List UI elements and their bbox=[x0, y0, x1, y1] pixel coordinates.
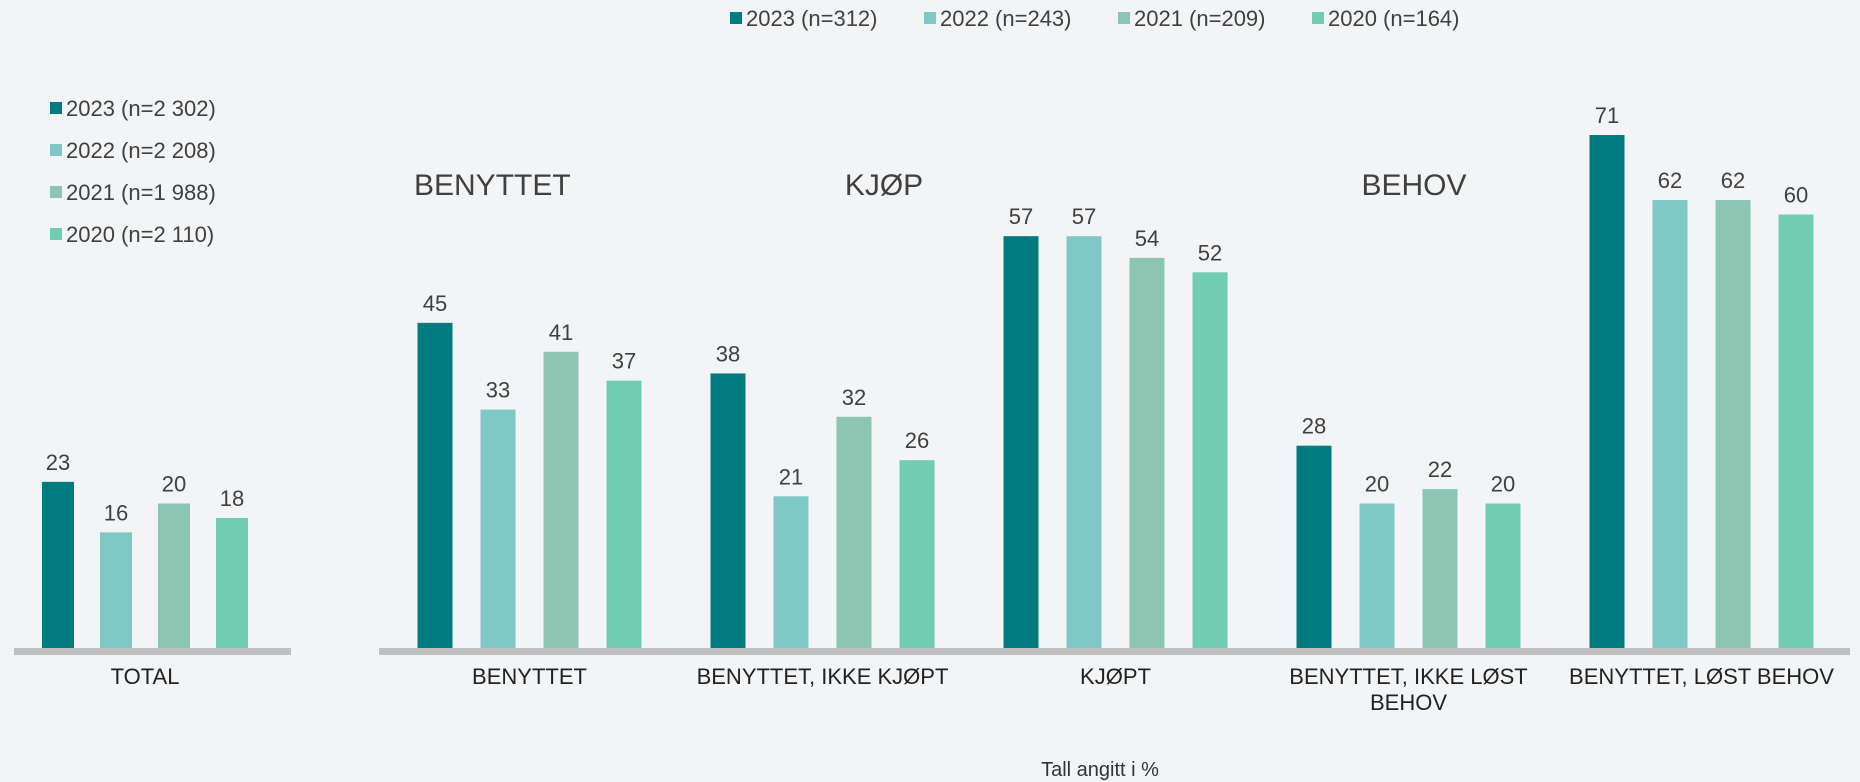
data-label: 41 bbox=[549, 320, 573, 345]
legend-label: 2020 (n=2 110) bbox=[66, 222, 214, 247]
baseline bbox=[379, 648, 1850, 655]
bar bbox=[710, 373, 746, 648]
x-tick-label: TOTAL bbox=[110, 664, 180, 689]
bar bbox=[1129, 257, 1165, 648]
x-tick-label: BENYTTET, IKKE KJØPT bbox=[696, 664, 949, 689]
data-label: 57 bbox=[1009, 204, 1033, 229]
section-label: BEHOV bbox=[1361, 169, 1466, 202]
bar bbox=[42, 481, 74, 648]
bar bbox=[543, 351, 579, 648]
data-label: 22 bbox=[1428, 457, 1452, 482]
bar bbox=[216, 517, 248, 648]
legend-swatch bbox=[1118, 12, 1130, 24]
legend-label: 2023 (n=312) bbox=[746, 6, 878, 31]
bar bbox=[899, 460, 935, 648]
data-label: 57 bbox=[1072, 204, 1096, 229]
section-label: KJØP bbox=[845, 169, 923, 202]
x-tick-label: KJØPT bbox=[1080, 664, 1151, 689]
bar bbox=[417, 322, 453, 648]
data-label: 62 bbox=[1658, 168, 1682, 193]
bar bbox=[1296, 445, 1332, 648]
data-label: 32 bbox=[842, 385, 866, 410]
data-label: 26 bbox=[905, 428, 929, 453]
bar bbox=[1422, 489, 1458, 648]
section-label: BENYTTET bbox=[414, 169, 571, 202]
data-label: 20 bbox=[162, 472, 186, 497]
data-label: 16 bbox=[104, 500, 128, 525]
legend-swatch bbox=[924, 12, 936, 24]
bar bbox=[1652, 200, 1688, 649]
bar bbox=[1715, 200, 1751, 649]
data-label: 62 bbox=[1721, 168, 1745, 193]
data-label: 20 bbox=[1491, 472, 1515, 497]
data-label: 52 bbox=[1198, 240, 1222, 265]
data-label: 20 bbox=[1365, 472, 1389, 497]
legend-label: 2021 (n=1 988) bbox=[66, 180, 216, 205]
legend-label: 2021 (n=209) bbox=[1134, 6, 1266, 31]
bar bbox=[1003, 236, 1039, 649]
bar bbox=[1589, 135, 1625, 648]
data-label: 45 bbox=[423, 291, 447, 316]
bar bbox=[100, 532, 132, 648]
bar bbox=[1485, 503, 1521, 648]
legend-swatch bbox=[50, 228, 62, 240]
bar bbox=[1066, 236, 1102, 649]
bar bbox=[1778, 214, 1814, 648]
legend-label: 2022 (n=2 208) bbox=[66, 138, 216, 163]
data-label: 71 bbox=[1595, 103, 1619, 128]
legend-label: 2020 (n=164) bbox=[1328, 6, 1460, 31]
bar bbox=[158, 503, 190, 648]
legend-label: 2023 (n=2 302) bbox=[66, 96, 216, 121]
bar bbox=[1359, 503, 1395, 648]
legend-label: 2022 (n=243) bbox=[940, 6, 1072, 31]
data-label: 37 bbox=[612, 349, 636, 374]
bar bbox=[480, 409, 516, 648]
legend-swatch bbox=[50, 102, 62, 114]
data-label: 21 bbox=[779, 464, 803, 489]
footnote: Tall angitt i % bbox=[1041, 759, 1159, 781]
x-tick-label: BENYTTET bbox=[472, 664, 587, 689]
data-label: 18 bbox=[220, 486, 244, 511]
baseline bbox=[14, 648, 291, 655]
bar bbox=[606, 380, 642, 648]
x-tick-label: BENYTTET, IKKE LØST BEHOV bbox=[1289, 664, 1528, 715]
data-label: 33 bbox=[486, 378, 510, 403]
bar bbox=[836, 416, 872, 648]
x-tick-label: BENYTTET, LØST BEHOV bbox=[1569, 664, 1834, 689]
legend-swatch bbox=[50, 186, 62, 198]
legend-swatch bbox=[50, 144, 62, 156]
data-label: 54 bbox=[1135, 226, 1159, 251]
legend-swatch bbox=[730, 12, 742, 24]
data-label: 38 bbox=[716, 341, 740, 366]
bar bbox=[1192, 272, 1228, 648]
legend-swatch bbox=[1312, 12, 1324, 24]
bar bbox=[773, 496, 809, 648]
data-label: 23 bbox=[46, 450, 70, 475]
data-label: 28 bbox=[1302, 414, 1326, 439]
data-label: 60 bbox=[1784, 183, 1808, 208]
